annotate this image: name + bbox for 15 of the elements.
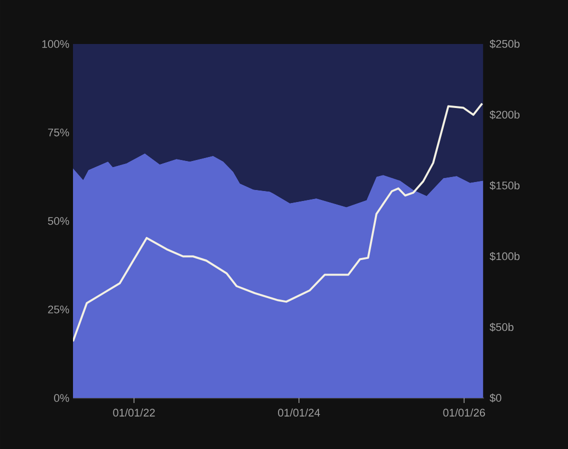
x-tick-label: 01/01/22	[113, 408, 155, 417]
y2-tick-label: $0	[490, 394, 502, 402]
line-series	[73, 102, 484, 342]
y-tick-label: 0%	[54, 394, 70, 402]
y2-tick-label: $50b	[490, 322, 514, 332]
y2-tick-label: $150b	[490, 181, 520, 190]
y2-tick-label: $200b	[490, 110, 520, 120]
y2-tick-label: $250b	[490, 40, 520, 48]
x-tick-label: 01/01/24	[278, 408, 320, 417]
y-tick-label: 25%	[48, 306, 70, 314]
x-tick-label: 01/01/26	[443, 408, 485, 417]
y2-tick-label: $100b	[490, 252, 520, 261]
y-tick-label: 50%	[48, 217, 70, 225]
y-tick-label: 100%	[42, 40, 70, 48]
y-tick-label: 75%	[48, 128, 70, 136]
